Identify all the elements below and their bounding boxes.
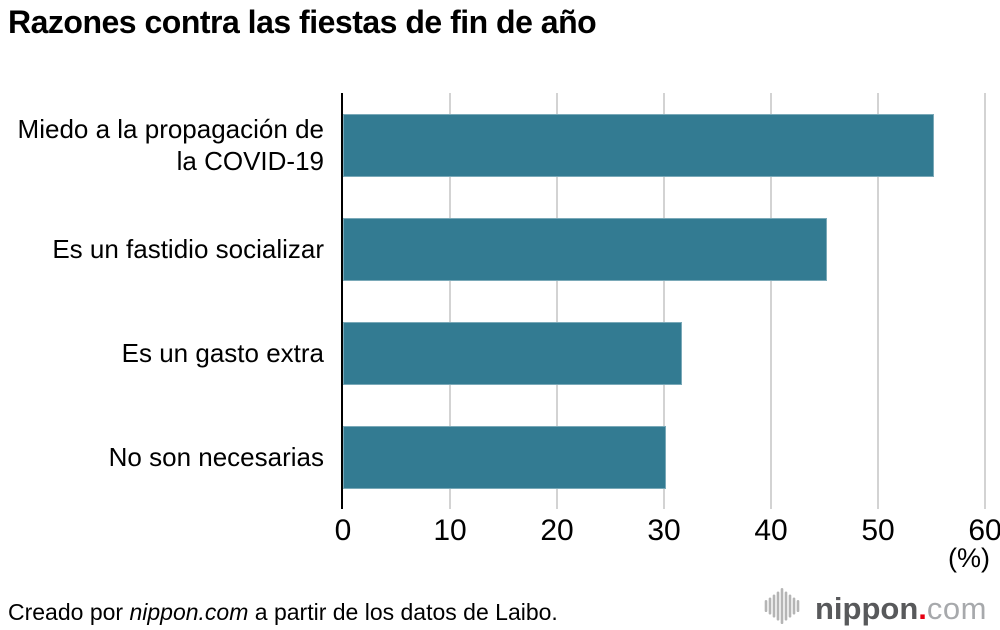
x-tick-label-10: 10 xyxy=(433,514,467,547)
x-tick-label-50: 50 xyxy=(861,514,895,547)
x-tick-label-60: 60 xyxy=(968,514,1000,547)
credit-source-name: nippon.com xyxy=(129,599,249,625)
category-label-4: No son necesarias xyxy=(108,442,324,472)
nippon-logo: nippon.com xyxy=(760,586,987,630)
soundwave-bars-icon xyxy=(760,586,806,630)
category-label-3: Es un gasto extra xyxy=(121,338,324,368)
logo-tld: com xyxy=(926,590,987,626)
logo-dot: . xyxy=(918,590,927,626)
gridline-10 xyxy=(449,93,451,509)
gridline-50 xyxy=(877,93,879,509)
x-tick-label-20: 20 xyxy=(540,514,574,547)
x-tick-label-30: 30 xyxy=(647,514,681,547)
gridline-20 xyxy=(556,93,558,509)
x-tick-label-40: 40 xyxy=(754,514,788,547)
bar-3 xyxy=(343,321,683,385)
gridline-30 xyxy=(663,93,665,509)
gridline-60 xyxy=(984,93,986,509)
bar-4 xyxy=(343,425,667,489)
chart-title: Razones contra las fiestas de fin de año xyxy=(8,4,597,40)
category-label-2: Es un fastidio socializar xyxy=(52,234,324,264)
plot-area xyxy=(341,93,986,509)
source-credit: Creado por nippon.com a partir de los da… xyxy=(8,599,558,626)
category-label-1: Miedo a la propagación de la COVID-19 xyxy=(17,114,324,176)
logo-name: nippon xyxy=(815,590,919,626)
bar-2 xyxy=(343,217,827,281)
credit-prefix: Creado por xyxy=(8,599,130,625)
x-axis-unit-label: (%) xyxy=(948,543,990,573)
x-tick-label-0: 0 xyxy=(334,514,352,547)
bar-1 xyxy=(343,113,934,177)
gridline-40 xyxy=(770,93,772,509)
logo-wordmark: nippon.com xyxy=(815,590,987,628)
y-axis-line xyxy=(341,93,343,509)
x-axis-ticks: 0 10 20 30 40 50 60 xyxy=(335,514,1000,548)
credit-suffix: a partir de los datos de Laibo. xyxy=(248,599,558,625)
